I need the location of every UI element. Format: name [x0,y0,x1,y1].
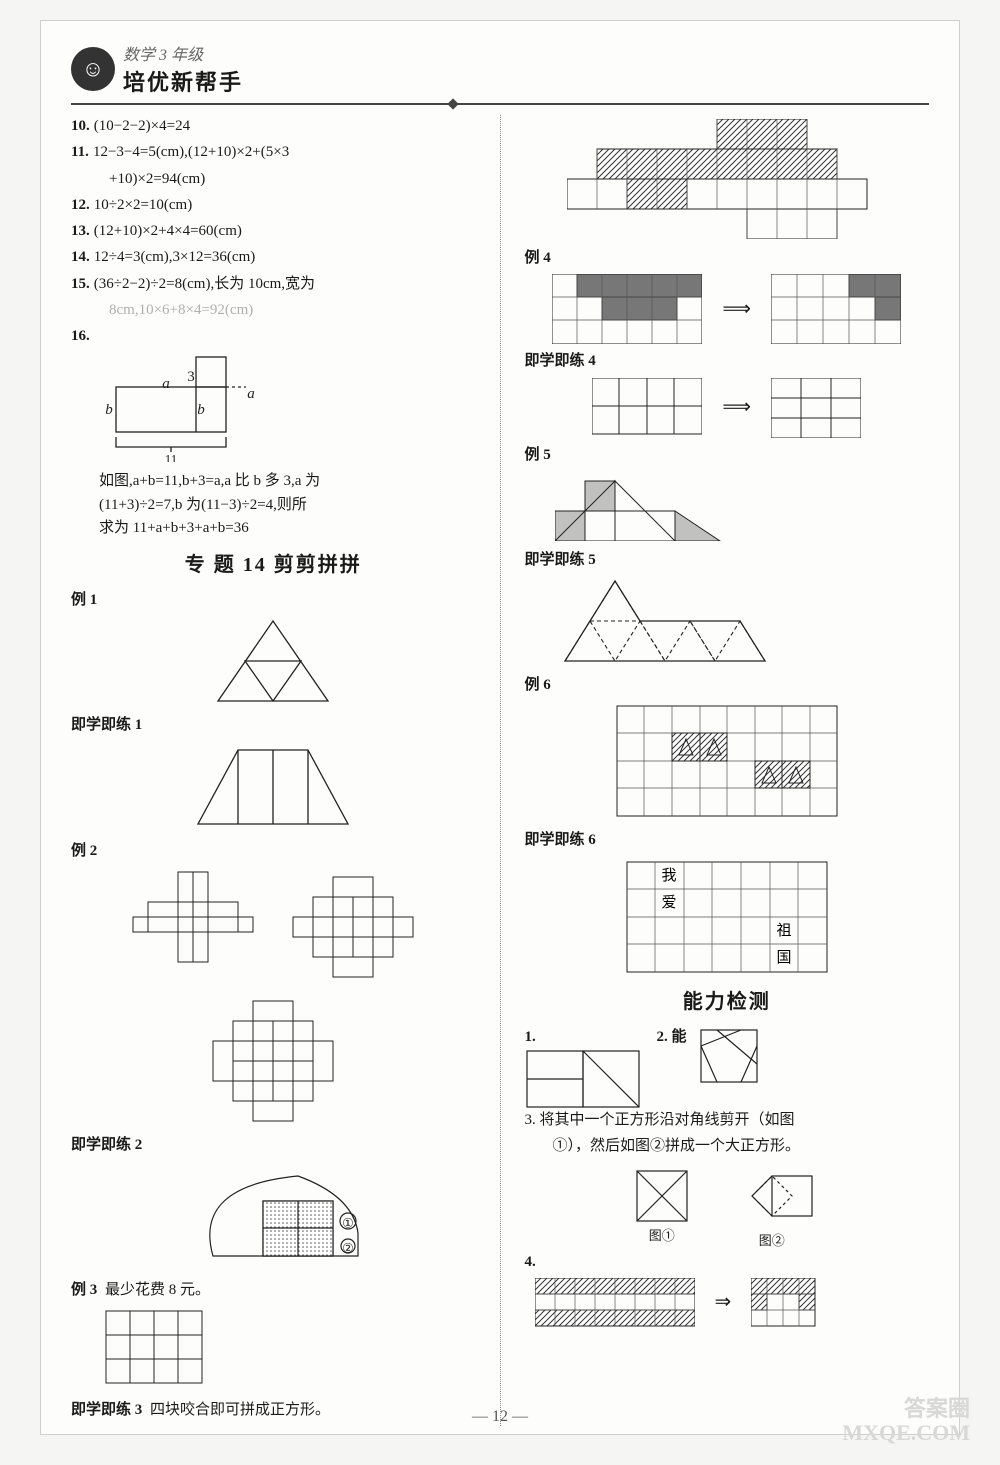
item-13: 13.(12+10)×2+4×4=60(cm) [71,220,476,243]
q1q2-row: 1. 2. 能 [525,1026,930,1109]
item-11: 11.12−3−4=5(cm),(12+10)×2+(5×3 [71,141,476,164]
fig-ex1 [71,616,476,706]
header-rule [71,103,929,105]
item-15b: 8cm,10×6+8×4=92(cm) [71,299,476,322]
q4: 4. [525,1251,930,1274]
label-ex5: 例 5 [525,444,930,467]
label-ex6: 例 6 [525,674,930,697]
label-ex2: 例 2 [71,840,476,863]
label-ex4: 例 4 [525,247,930,270]
columns: 10.(10−2−2)×4=24 11.12−3−4=5(cm),(12+10)… [71,115,929,1426]
ability-title: 能力检测 [525,987,930,1018]
fig1-label: 图① [627,1226,697,1246]
fig2-label: 图② [717,1231,827,1251]
fig-ex2a [71,867,476,992]
fig-p2: ① ② [71,1161,476,1271]
fig-ex5 [525,471,930,541]
fig-ex3 [71,1306,476,1391]
p16-line3: 求为 11+a+b+3+a+b=36 [71,517,476,540]
svg-text:①: ① [342,1216,354,1231]
page-number: — 12 — [41,1408,959,1426]
cell-guo: 国 [776,949,791,966]
svg-text:b: b [197,402,205,418]
arrow-icon: ⇒ [715,1287,732,1318]
grade-line: 数学 3 年级 [123,41,243,65]
cell-zu: 祖 [776,922,791,939]
label-p6: 即学即练 6 [525,829,930,852]
svg-text:a: a [247,386,255,402]
q1: 1. [525,1026,645,1109]
label-p1: 即学即练 1 [71,714,476,737]
p16-line2: (11+3)÷2=7,b 为(11−3)÷2=4,则所 [71,494,476,517]
arrow-icon: ⟹ [722,392,751,423]
mascot-icon: ☺ [71,47,115,91]
arrow-icon: ⟹ [722,294,751,325]
header-text: 数学 3 年级 培优新帮手 [123,41,243,97]
book-title: 培优新帮手 [123,65,243,97]
q2: 2. 能 [657,1026,762,1086]
cell-wo: 我 [661,867,676,884]
q3b: ①），然后如图②拼成一个大正方形。 [525,1135,930,1158]
item-15: 15.(36÷2−2)÷2=8(cm),长为 10cm,宽为 [71,273,476,296]
fig-p1 [71,742,476,832]
fig-ex2b [71,996,476,1126]
label-p4: 即学即练 4 [525,350,930,373]
fig-p5 [525,576,930,666]
item-14: 14.12÷4=3(cm),3×12=36(cm) [71,246,476,269]
p16-line1: 如图,a+b=11,b+3=a,a 比 b 多 3,a 为 [71,470,476,493]
item-12: 12.10÷2×2=10(cm) [71,194,476,217]
item-11b: +10)×2=94(cm) [71,168,476,191]
cell-ai: 爱 [661,894,676,911]
item-16: 16. [71,325,476,348]
right-column: 例 4 ⟹ [525,115,930,1426]
label-p5: 即学即练 5 [525,549,930,572]
section-title: 专 题 14 剪剪拼拼 [71,550,476,581]
page: ☺ 数学 3 年级 培优新帮手 10.(10−2−2)×4=24 11.12−3… [40,20,960,1435]
fig-p6: 我 爱 祖 国 [525,857,930,977]
svg-text:3: 3 [187,369,195,385]
svg-text:11: 11 [165,452,178,463]
fig-q3: 图① 图② [525,1161,930,1251]
column-divider [500,115,501,1426]
page-header: ☺ 数学 3 年级 培优新帮手 [71,41,929,97]
left-column: 10.(10−2−2)×4=24 11.12−3−4=5(cm),(12+10)… [71,115,476,1426]
fig-top-grid [525,119,930,239]
label-ex1: 例 1 [71,589,476,612]
svg-text:b: b [105,402,113,418]
fig-ex4: ⟹ [525,274,930,344]
svg-text:a: a [162,376,170,392]
label-p2: 即学即练 2 [71,1134,476,1157]
fig-p4: ⟹ [525,378,930,438]
watermark: 答案圈 MXQE.COM [842,1397,970,1445]
fig-q4: ⇒ [525,1278,930,1328]
fig-ex6 [525,701,930,821]
svg-text:②: ② [342,1241,354,1256]
label-ex3: 例 3 最少花费 8 元。 [71,1279,476,1302]
fig-16: 3 a a b b 11 [71,352,476,462]
item-10: 10.(10−2−2)×4=24 [71,115,476,138]
q3a: 3. 将其中一个正方形沿对角线剪开（如图 [525,1109,930,1132]
